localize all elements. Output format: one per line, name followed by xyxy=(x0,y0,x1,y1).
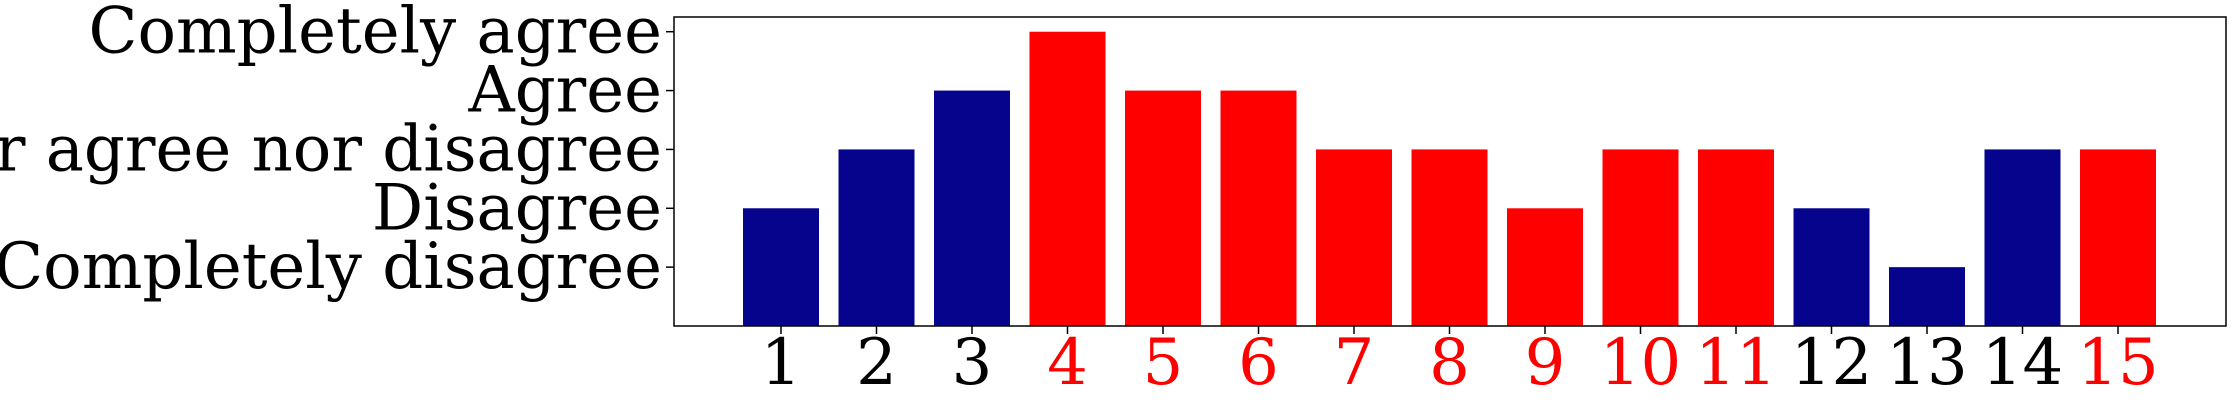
bar-10 xyxy=(1602,149,1679,326)
y-tick-label: Completely agree xyxy=(88,0,662,69)
x-tick-label-12: 12 xyxy=(1791,326,1872,400)
bar-14 xyxy=(1984,149,2061,326)
y-tick-label: Agree xyxy=(467,54,662,128)
x-tick-label-5: 5 xyxy=(1143,326,1184,400)
x-tick-label-11: 11 xyxy=(1695,326,1776,400)
bar-8 xyxy=(1411,149,1488,326)
x-tick-label-1: 1 xyxy=(761,326,802,400)
bar-3 xyxy=(934,90,1010,326)
bar-1 xyxy=(743,208,819,326)
x-tick-label-9: 9 xyxy=(1525,326,1566,400)
x-axis: 1 2 3 4 5 6 7 8 9 10 11 12 13 14 15 xyxy=(761,326,2159,400)
x-tick-label-2: 2 xyxy=(856,326,897,400)
bar-4 xyxy=(1029,31,1106,326)
bars-group xyxy=(743,31,2156,326)
bar-2 xyxy=(838,149,915,326)
y-tick-label: Disagree xyxy=(372,171,662,245)
y-tick-label: Completely disagree xyxy=(0,230,662,304)
x-tick-label-8: 8 xyxy=(1429,326,1470,400)
x-tick-label-10: 10 xyxy=(1600,326,1681,400)
bar-7 xyxy=(1316,149,1392,326)
x-tick-label-3: 3 xyxy=(952,326,993,400)
bar-5 xyxy=(1125,90,1201,326)
bar-12 xyxy=(1793,208,1870,326)
y-tick-label: Neither agree nor disagree xyxy=(0,112,662,186)
x-tick-label-13: 13 xyxy=(1886,326,1967,400)
bar-13 xyxy=(1889,267,1965,326)
x-tick-label-15: 15 xyxy=(2077,326,2158,400)
x-tick-label-6: 6 xyxy=(1238,326,1279,400)
x-tick-label-14: 14 xyxy=(1982,326,2063,400)
y-axis: Completely disagreeDisagreeNeither agree… xyxy=(0,0,674,304)
bar-15 xyxy=(2080,149,2156,326)
bar-6 xyxy=(1220,90,1297,326)
x-tick-label-7: 7 xyxy=(1334,326,1375,400)
bar-9 xyxy=(1507,208,1583,326)
x-tick-label-4: 4 xyxy=(1047,326,1088,400)
bar-11 xyxy=(1698,149,1774,326)
